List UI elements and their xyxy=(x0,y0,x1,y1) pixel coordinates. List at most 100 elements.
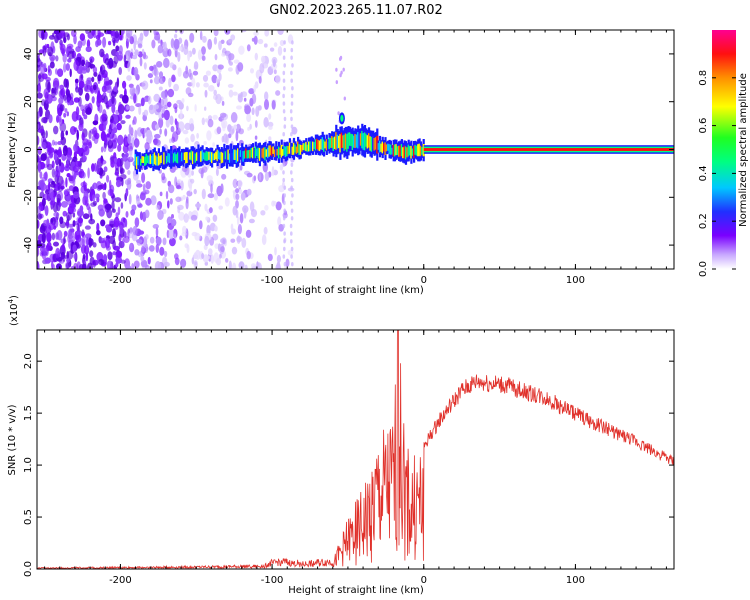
spectrogram-noise-cell xyxy=(216,126,222,135)
spectrogram-noise-cell xyxy=(91,163,95,172)
spectrogram-noise-cell xyxy=(95,163,101,174)
spectrogram-ridge-core xyxy=(377,143,380,150)
spectrogram-noise-cell xyxy=(224,30,231,35)
spectrogram-noise-cell xyxy=(201,253,205,259)
spectrogram-ridge-core xyxy=(179,154,182,163)
spectrogram-ridge-core xyxy=(134,154,137,166)
spectrogram-noise-cell xyxy=(144,209,150,219)
spectrogram-noise-cell xyxy=(129,243,133,249)
spectrogram-ridge-core xyxy=(175,154,178,163)
spectrogram-noise-cell xyxy=(100,64,106,75)
spectrogram-ridge-core xyxy=(291,146,294,155)
spectrogram-noise-cell xyxy=(253,31,259,36)
spectrogram-noise-cell xyxy=(206,175,213,182)
spectrogram-noise-cell xyxy=(182,130,189,135)
spectrogram-noise-cell xyxy=(53,153,58,161)
x-tick-label: -100 xyxy=(261,575,284,586)
spectrogram-ridge-core xyxy=(182,152,185,163)
spectrogram-noise-cell xyxy=(177,51,181,63)
spectrogram-noise-cell xyxy=(71,30,77,37)
spectrogram-noise-cell xyxy=(169,62,175,69)
spectrogram-noise-cell xyxy=(154,124,160,130)
spectrogram-ridge-core xyxy=(365,133,368,147)
spectrogram-noise-cell xyxy=(62,94,67,101)
spectrogram-noise-cell xyxy=(271,100,276,110)
spectrogram-ridge-core xyxy=(357,132,360,149)
y-tick-label: 2.0 xyxy=(23,353,34,369)
spectrogram-noise-cell xyxy=(85,59,89,69)
spectrogram-ridge-core xyxy=(148,155,151,164)
spectrogram-noise-cell xyxy=(139,211,143,221)
spectrogram-noise-cell xyxy=(247,126,251,131)
spectrogram-noise-cell xyxy=(155,236,162,246)
colorbar-ticks: 0.0 0.2 0.4 0.6 0.8 xyxy=(698,70,736,277)
spectrogram-noise-cell xyxy=(171,218,177,227)
spectrogram-noise-cell xyxy=(124,218,128,228)
spectrogram-ridge-core xyxy=(343,134,346,151)
spectrogram-streak-cell xyxy=(290,93,294,99)
spectrogram-ridge-core xyxy=(370,136,373,152)
spectrogram-noise-cell xyxy=(250,209,258,218)
spectrogram-noise-cell xyxy=(245,229,252,238)
spectrogram-ridge-core xyxy=(187,153,190,162)
spectrogram-noise-cell xyxy=(55,55,59,62)
spectrogram-ridge-core xyxy=(243,150,246,159)
spectrogram-noise-cell xyxy=(187,92,194,98)
spectrogram-noise-cell xyxy=(130,209,136,216)
spectrogram-noise-cell xyxy=(153,93,160,102)
spectrogram-ridge-core xyxy=(359,133,362,146)
spectrogram-noise-cell xyxy=(67,58,72,63)
spectrogram-ridge-core xyxy=(346,134,349,152)
spectrogram-noise-cell xyxy=(56,115,60,123)
spectrogram-noise-cell xyxy=(60,43,66,55)
spectrogram-noise-cell xyxy=(217,64,224,70)
spectrogram-noise-cell xyxy=(85,46,92,53)
spectrogram-noise-cell xyxy=(204,261,208,266)
spectrogram-noise-cell xyxy=(92,242,97,248)
spectrogram-noise-cell xyxy=(57,68,64,77)
spectrogram-noise-cell xyxy=(141,80,149,90)
spectrogram-noise-cell xyxy=(168,184,175,194)
spectrogram-ridge-core xyxy=(336,134,339,149)
spectrogram-noise-cell xyxy=(193,61,199,70)
spectrogram-noise-cell xyxy=(249,123,252,130)
spectrogram-noise-cell xyxy=(171,214,174,219)
spectrogram-ridge-core xyxy=(380,143,383,152)
spectrogram-streak-cell xyxy=(290,132,293,137)
spectrogram-noise-cell xyxy=(273,69,277,75)
spectrogram-noise-cell xyxy=(248,218,255,224)
spectrogram-noise-cell xyxy=(78,86,83,96)
spectrogram-noise-cell xyxy=(262,162,268,173)
spectrogram-noise-cell xyxy=(53,77,60,88)
spectrogram-noise-cell xyxy=(108,40,112,46)
spectrogram-noise-cell xyxy=(131,204,137,211)
spectrogram-ridge-core xyxy=(396,146,399,155)
spectrogram-noise-cell xyxy=(275,90,281,96)
spectrogram-noise-cell xyxy=(41,183,44,193)
spectrogram-noise-cell xyxy=(81,109,85,117)
spectrogram-noise-cell xyxy=(184,122,191,131)
spectrogram-noise-cell xyxy=(268,113,272,120)
spectrogram-noise-cell xyxy=(127,170,131,175)
spectrogram-noise-cell xyxy=(154,261,161,269)
spectrogram-noise-cell xyxy=(37,262,40,269)
spectrogram-noise-cell xyxy=(55,247,61,259)
spectrogram-ridge-core xyxy=(185,152,188,164)
spectrogram-noise-cell xyxy=(91,30,96,36)
spectrogram-noise-cell xyxy=(136,179,141,185)
spectrogram-ridge-core xyxy=(307,141,311,152)
spectrogram-noise-cell xyxy=(75,86,80,93)
spectrogram-noise-cell xyxy=(179,30,184,35)
spectrogram-noise-cell xyxy=(55,232,59,240)
spectrogram-noise-cell xyxy=(47,65,51,73)
spectrogram-noise-cell xyxy=(164,128,168,137)
spectrogram-ridge-core xyxy=(167,153,170,162)
spectrogram-ridge-core xyxy=(402,147,405,159)
spectrogram-plot-area xyxy=(37,30,674,269)
spectrogram-noise-cell xyxy=(201,166,208,173)
spectrogram-noise-cell xyxy=(232,91,238,96)
spectrogram-ridge-core xyxy=(230,148,233,162)
spectrogram-noise-cell xyxy=(116,122,122,131)
spectrogram-noise-cell xyxy=(205,118,209,123)
